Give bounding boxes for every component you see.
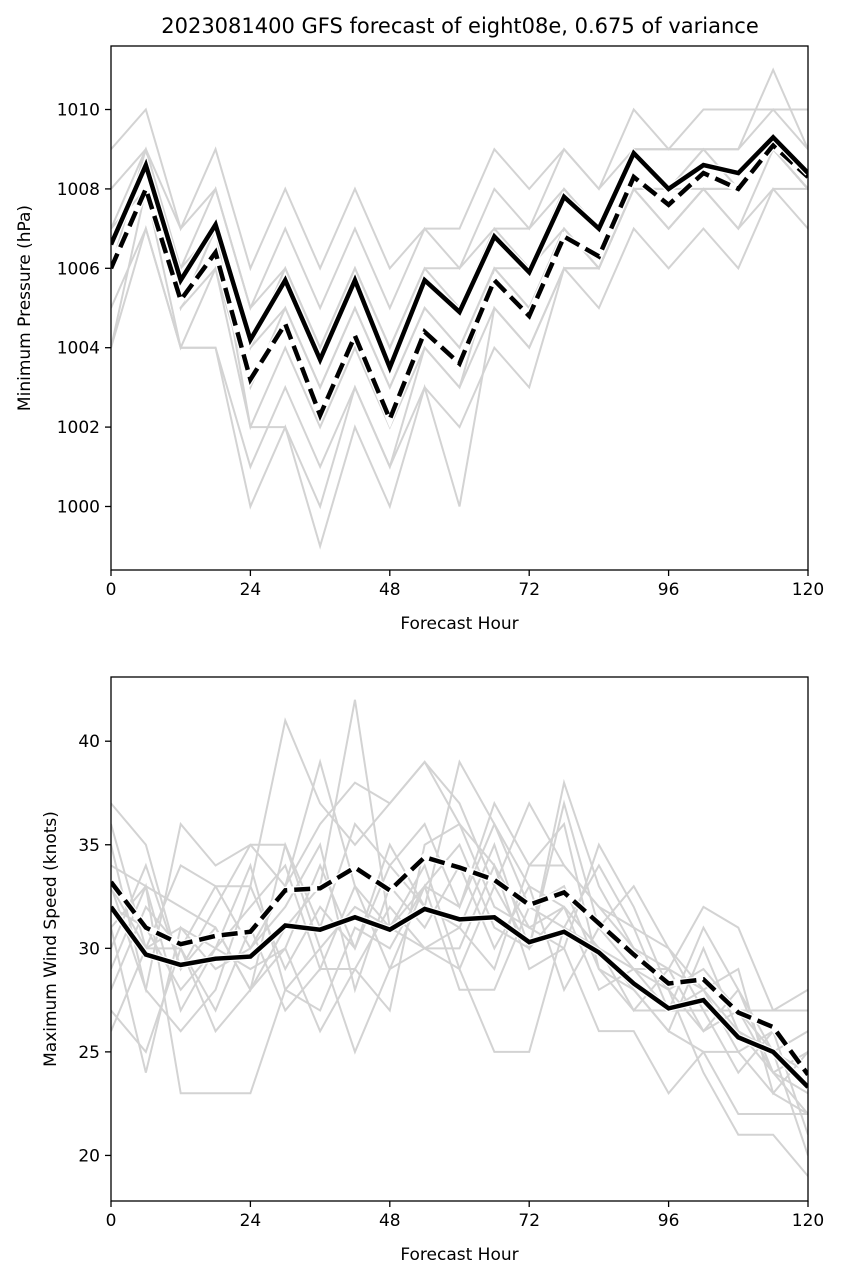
wind-x-tick-label: 96 bbox=[658, 1211, 680, 1231]
wind-member-line bbox=[111, 863, 808, 1074]
pressure-axes-frame bbox=[110, 45, 809, 571]
wind-x-tick-label: 0 bbox=[106, 1211, 117, 1231]
wind-y-axis-label: Maximum Wind Speed (knots) bbox=[41, 811, 61, 1067]
pressure-solid-mean-line bbox=[111, 134, 808, 374]
pressure-x-tick-label: 24 bbox=[240, 580, 262, 600]
wind-member-line bbox=[111, 862, 808, 1115]
wind-y-tick-label: 25 bbox=[78, 1043, 100, 1063]
pressure-member-line bbox=[111, 187, 808, 550]
pressure-dashed-mean-line bbox=[111, 141, 808, 426]
wind-member-line bbox=[111, 822, 808, 1177]
pressure-y-tick-label: 1000 bbox=[57, 497, 100, 517]
pressure-x-tick-label: 96 bbox=[658, 580, 680, 600]
pressure-member-line bbox=[111, 107, 808, 272]
wind-axes-frame bbox=[110, 676, 809, 1202]
wind-dashed-mean-line bbox=[111, 854, 808, 1076]
wind-member-line bbox=[111, 760, 808, 1074]
pressure-x-tick-label: 120 bbox=[792, 580, 824, 600]
pressure-y-axis-label: Minimum Pressure (hPa) bbox=[15, 205, 35, 411]
wind-x-tick-label: 24 bbox=[240, 1211, 262, 1231]
wind-x-tick-label: 48 bbox=[379, 1211, 401, 1231]
wind-member-line bbox=[111, 778, 808, 1095]
pressure-member-line bbox=[111, 108, 808, 351]
pressure-y-tick-label: 1002 bbox=[57, 418, 100, 438]
pressure-x-axis-label: Forecast Hour bbox=[400, 614, 518, 634]
pressure-member-line bbox=[111, 187, 808, 470]
wind-x-tick-label: 120 bbox=[792, 1211, 824, 1231]
pressure-y-tick-label: 1010 bbox=[57, 101, 100, 121]
wind-y-tick-label: 30 bbox=[78, 939, 100, 959]
pressure-x-tick-label: 0 bbox=[106, 580, 117, 600]
wind-y-tick-label: 40 bbox=[78, 732, 100, 752]
pressure-y-tick-label: 1008 bbox=[57, 180, 100, 200]
wind-x-axis-label: Forecast Hour bbox=[400, 1245, 518, 1265]
wind-plot-area bbox=[111, 699, 808, 1177]
figure-title: 2023081400 GFS forecast of eight08e, 0.6… bbox=[161, 14, 759, 38]
pressure-axes: 0 24 48 72 96 120 1000 1002 1004 1006 1008 1010 Fore… bbox=[15, 45, 824, 634]
pressure-y-tick-label: 1004 bbox=[57, 339, 100, 359]
wind-x-tick-label: 72 bbox=[518, 1211, 540, 1231]
pressure-x-tick-label: 72 bbox=[518, 580, 540, 600]
wind-solid-mean-line bbox=[111, 905, 808, 1089]
pressure-x-tick-label: 48 bbox=[379, 580, 401, 600]
wind-y-tick-label: 35 bbox=[78, 836, 100, 856]
wind-y-tick-label: 20 bbox=[78, 1146, 100, 1166]
pressure-plot-area bbox=[111, 67, 808, 550]
wind-axes: 0 24 48 72 96 120 20 25 30 35 40 Forecast Hour Maxim… bbox=[41, 676, 824, 1265]
pressure-y-tick-label: 1006 bbox=[57, 259, 100, 279]
